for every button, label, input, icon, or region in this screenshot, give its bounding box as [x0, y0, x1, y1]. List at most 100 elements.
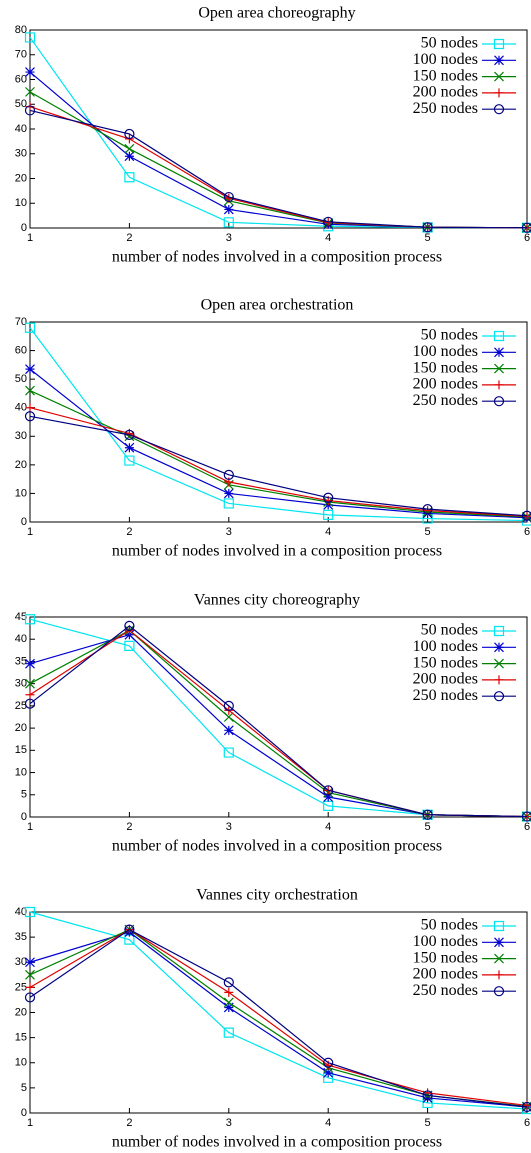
x-axis-label: number of nodes involved in a compositio…: [112, 1134, 442, 1151]
legend-marker: [494, 71, 504, 82]
chart-title: Open area orchestration: [201, 297, 354, 314]
x-tick-label: 4: [325, 526, 331, 538]
legend-marker: [494, 970, 504, 980]
data-point: [24, 411, 36, 422]
data-point: [323, 1057, 334, 1068]
legend-label: 100 nodes: [413, 933, 478, 950]
y-tick-label: 20: [15, 172, 27, 184]
x-tick-label: 5: [425, 232, 431, 244]
data-point: [24, 32, 36, 43]
data-point: [521, 1101, 531, 1113]
data-point: [323, 800, 334, 811]
legend-label: 150 nodes: [413, 654, 478, 671]
legend-label: 100 nodes: [413, 51, 478, 68]
data-point: [223, 217, 234, 228]
x-axis-label: number of nodes involved in a compositio…: [112, 249, 442, 266]
data-point: [422, 1090, 433, 1101]
y-tick-label: 45: [15, 611, 27, 623]
x-tick-label: 5: [425, 526, 431, 538]
y-tick-label: 35: [15, 655, 27, 667]
legend-label: 150 nodes: [413, 67, 478, 84]
chart-title: Vannes city orchestration: [196, 887, 358, 904]
x-tick-label: 1: [27, 1117, 33, 1129]
x-tick-label: 6: [524, 1117, 530, 1129]
series-line: [29, 368, 528, 519]
data-point: [24, 698, 36, 709]
data-point: [223, 997, 234, 1008]
x-tick-label: 2: [126, 1117, 132, 1129]
data-point: [223, 700, 234, 711]
y-tick-label: 5: [21, 789, 27, 801]
data-point: [25, 86, 35, 97]
data-point: [522, 511, 531, 521]
y-tick-label: 40: [15, 906, 27, 918]
data-point: [25, 67, 35, 77]
x-tick-label: 3: [226, 526, 232, 538]
data-point: [25, 658, 35, 669]
legend-marker: [494, 658, 504, 669]
data-point: [223, 1002, 234, 1013]
legend-marker: [494, 953, 504, 964]
legend-marker: [493, 104, 505, 115]
data-point: [24, 614, 36, 625]
data-point: [124, 143, 135, 154]
series-line: [29, 390, 528, 518]
legend-label: 250 nodes: [413, 982, 478, 999]
legend-label: 100 nodes: [413, 638, 478, 655]
x-axis-label: number of nodes involved in a compositio…: [112, 838, 442, 855]
legend-marker: [493, 396, 505, 407]
x-tick-label: 3: [226, 821, 232, 833]
x-tick-label: 4: [325, 821, 331, 833]
series-line: [29, 407, 528, 517]
x-tick-label: 5: [425, 821, 431, 833]
data-point: [521, 510, 531, 521]
y-tick-label: 20: [15, 459, 27, 471]
series-line: [29, 911, 528, 1110]
legend-marker: [493, 625, 505, 637]
y-tick-label: 10: [15, 1057, 27, 1069]
y-tick-label: 35: [15, 931, 27, 943]
x-tick-label: 6: [524, 821, 530, 833]
y-tick-label: 50: [15, 373, 27, 385]
legend-label: 100 nodes: [413, 343, 478, 360]
data-point: [521, 811, 531, 822]
legend-label: 50 nodes: [421, 35, 478, 52]
data-point: [25, 690, 35, 700]
data-point: [124, 620, 135, 631]
data-point: [25, 969, 35, 980]
data-point: [24, 105, 36, 116]
y-tick-label: 60: [15, 73, 27, 85]
series-line: [29, 415, 528, 517]
data-point: [25, 385, 35, 396]
y-tick-label: 70: [15, 316, 27, 328]
y-tick-label: 10: [15, 766, 27, 778]
legend-marker: [493, 920, 505, 932]
y-tick-label: 40: [15, 402, 27, 414]
legend-marker: [494, 55, 504, 66]
x-tick-label: 1: [27, 526, 33, 538]
legend-label: 200 nodes: [413, 671, 478, 688]
x-tick-label: 1: [27, 821, 33, 833]
data-point: [323, 216, 334, 227]
series-line: [29, 928, 528, 1107]
y-tick-label: 10: [15, 487, 27, 499]
plot-frame: [29, 321, 528, 523]
data-point: [25, 678, 35, 689]
x-tick-label: 3: [226, 232, 232, 244]
legend-label: 50 nodes: [421, 327, 478, 344]
y-tick-label: 15: [15, 744, 27, 756]
x-tick-label: 2: [126, 232, 132, 244]
series-line: [29, 625, 528, 818]
data-point: [323, 792, 334, 802]
y-tick-label: 30: [15, 430, 27, 442]
y-tick-label: 40: [15, 633, 27, 645]
y-tick-label: 60: [15, 344, 27, 356]
data-point: [124, 151, 135, 162]
x-tick-label: 4: [325, 1117, 331, 1129]
data-point: [223, 712, 234, 722]
data-point: [25, 364, 35, 375]
x-tick-label: 2: [126, 821, 132, 833]
y-tick-label: 70: [15, 49, 27, 61]
legend-marker: [494, 88, 504, 98]
